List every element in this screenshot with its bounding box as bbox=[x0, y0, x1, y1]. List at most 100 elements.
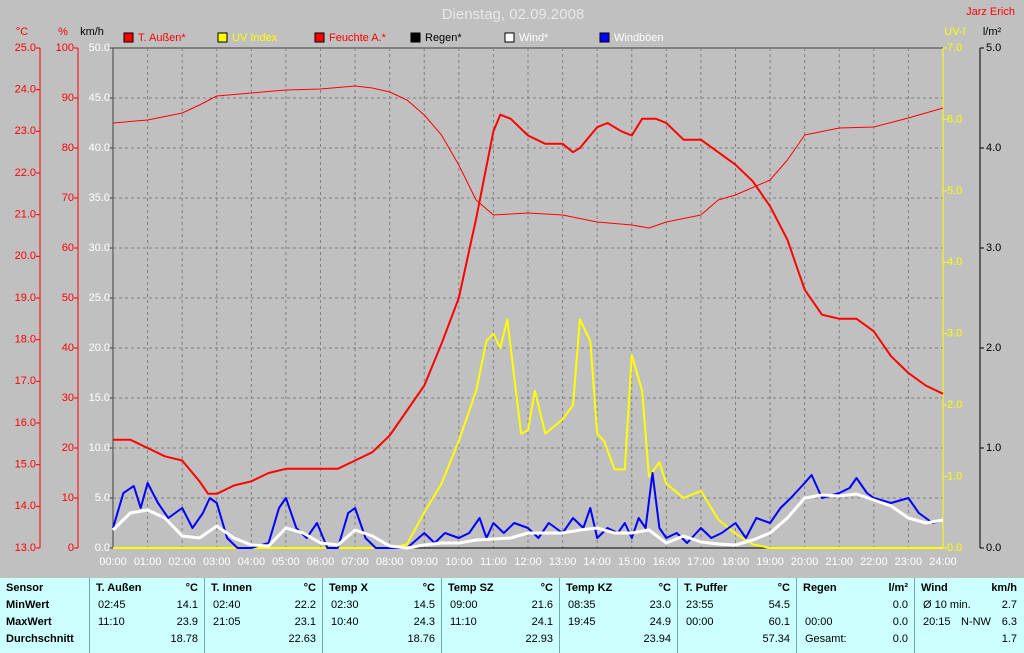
table-cell: 18.76 bbox=[407, 633, 435, 645]
y-tick-label: 14.0 bbox=[15, 500, 36, 512]
table-cell: 14.1 bbox=[176, 599, 198, 611]
legend-swatch bbox=[504, 32, 515, 43]
chart-title: Dienstag, 02.09.2008 bbox=[442, 6, 585, 23]
y-tick-label: 3.0 bbox=[947, 328, 962, 340]
x-tick-label: 02:00 bbox=[168, 556, 196, 568]
y-tick-label: 20 bbox=[62, 442, 74, 454]
y-tick-label: 0.0 bbox=[95, 542, 110, 554]
y-tick-label: 90 bbox=[62, 92, 74, 104]
y-tick-label: 0.0 bbox=[947, 542, 962, 554]
table-cell: 24.1 bbox=[531, 616, 553, 628]
table-cell: 20:15 bbox=[923, 616, 951, 628]
table-cell: 11:10 bbox=[98, 616, 125, 628]
y-tick-label: 5.0 bbox=[95, 492, 110, 504]
y-tick-label: 2.0 bbox=[986, 342, 1001, 354]
y-tick-label: 5.0 bbox=[986, 42, 1001, 54]
row-label: Durchschnitt bbox=[6, 633, 74, 645]
table-column: Regen l/m² 0.0 00:00 0.0 Gesamt: 0.0 bbox=[797, 578, 915, 653]
table-cell: 23.94 bbox=[643, 633, 671, 645]
series-line bbox=[112, 472, 944, 549]
axis-title: UV-I bbox=[944, 26, 965, 38]
table-cell: 21.6 bbox=[531, 599, 553, 611]
table-cell: 23:55 bbox=[686, 599, 714, 611]
legend-label: Windböen bbox=[614, 32, 664, 44]
x-tick-label: 09:00 bbox=[410, 556, 438, 568]
table-column: Temp X °C 02:30 14.5 10:40 24.3 18.76 bbox=[323, 578, 442, 653]
table-cell: 0.0 bbox=[892, 633, 908, 645]
table-cell: 22.93 bbox=[525, 633, 553, 645]
y-tick-label: 18.0 bbox=[15, 334, 36, 346]
x-tick-label: 03:00 bbox=[203, 556, 231, 568]
table-cell: 1.7 bbox=[1001, 633, 1017, 645]
y-tick-label: 70 bbox=[62, 192, 74, 204]
y-tick-label: 30.0 bbox=[89, 242, 110, 254]
table-cell: 54.5 bbox=[768, 599, 790, 611]
y-tick-label: 15.0 bbox=[15, 459, 36, 471]
table-cell: 24.9 bbox=[649, 616, 671, 628]
table-cell: 23.1 bbox=[294, 616, 316, 628]
table-cell: 10:40 bbox=[331, 616, 359, 628]
x-tick-label: 13:00 bbox=[549, 556, 577, 568]
x-tick-label: 23:00 bbox=[895, 556, 923, 568]
y-tick-label: 10.0 bbox=[89, 442, 110, 454]
table-cell: 57.34 bbox=[762, 633, 790, 645]
table-column: Wind km/h Ø 10 min. 2.7 20:15 N-NW 6.3 1.7 bbox=[915, 578, 1023, 653]
table-cell: 23.0 bbox=[649, 599, 671, 611]
x-tick-label: 11:00 bbox=[480, 556, 507, 568]
x-tick-label: 06:00 bbox=[307, 556, 335, 568]
x-tick-label: 00:00 bbox=[99, 556, 127, 568]
x-tick-label: 15:00 bbox=[618, 556, 646, 568]
x-tick-label: 01:00 bbox=[134, 556, 162, 568]
table-column: Temp SZ °C 09:00 21.6 11:10 24.1 22.93 bbox=[442, 578, 560, 653]
y-tick-label: 20.0 bbox=[15, 250, 36, 262]
y-tick-label: 50.0 bbox=[89, 42, 110, 54]
x-tick-label: 18:00 bbox=[722, 556, 750, 568]
y-tick-label: 17.0 bbox=[15, 375, 36, 387]
y-tick-label: 50 bbox=[62, 292, 74, 304]
legend-label: Wind* bbox=[519, 32, 549, 44]
x-tick-label: 10:00 bbox=[445, 556, 473, 568]
table-cell: 00:00 bbox=[805, 616, 833, 628]
y-tick-label: 4.0 bbox=[947, 256, 962, 268]
x-tick-label: 22:00 bbox=[860, 556, 888, 568]
x-tick-label: 21:00 bbox=[825, 556, 853, 568]
column-unit: °C bbox=[303, 582, 316, 594]
column-unit: °C bbox=[777, 582, 790, 594]
row-label: MinWert bbox=[6, 599, 50, 611]
column-unit: °C bbox=[540, 582, 553, 594]
y-tick-label: 80 bbox=[62, 142, 74, 154]
y-tick-label: 1.0 bbox=[986, 442, 1001, 454]
series-line bbox=[112, 85, 944, 229]
table-cell: 0.0 bbox=[892, 599, 908, 611]
legend-swatch bbox=[314, 32, 325, 43]
legend-label: Regen* bbox=[425, 32, 462, 44]
y-tick-label: 30 bbox=[62, 392, 74, 404]
table-cell: Gesamt: bbox=[805, 633, 847, 645]
table-cell: 00:00 bbox=[686, 616, 714, 628]
column-header: T. Außen bbox=[96, 582, 142, 594]
column-header: Wind bbox=[921, 582, 948, 594]
y-tick-label: 22.0 bbox=[15, 167, 36, 179]
column-header: Sensor bbox=[6, 582, 44, 594]
author: Jarz Erich bbox=[966, 6, 1015, 18]
table-column: Temp KZ °C 08:35 23.0 19:45 24.9 23.94 bbox=[560, 578, 678, 653]
y-tick-label: 6.0 bbox=[947, 113, 962, 125]
table-cell: 14.5 bbox=[413, 599, 435, 611]
table-cell: 22.63 bbox=[288, 633, 316, 645]
column-header: Temp X bbox=[329, 582, 368, 594]
row-label: MaxWert bbox=[6, 616, 52, 628]
column-unit: °C bbox=[658, 582, 671, 594]
y-tick-label: 16.0 bbox=[15, 417, 36, 429]
axis-title: % bbox=[58, 26, 68, 38]
x-tick-label: 24:00 bbox=[929, 556, 957, 568]
stats-table: Sensor MinWert MaxWert Durchschnitt T. Außen… bbox=[0, 578, 1024, 653]
x-tick-label: 04:00 bbox=[238, 556, 266, 568]
axis-title: °C bbox=[16, 26, 28, 38]
table-cell: 60.1 bbox=[768, 616, 790, 628]
table-cell: 6.3 bbox=[1001, 616, 1017, 628]
y-tick-label: 40.0 bbox=[89, 142, 110, 154]
y-tick-label: 23.0 bbox=[15, 125, 36, 137]
table-cell: 24.3 bbox=[413, 616, 435, 628]
x-tick-label: 05:00 bbox=[272, 556, 300, 568]
